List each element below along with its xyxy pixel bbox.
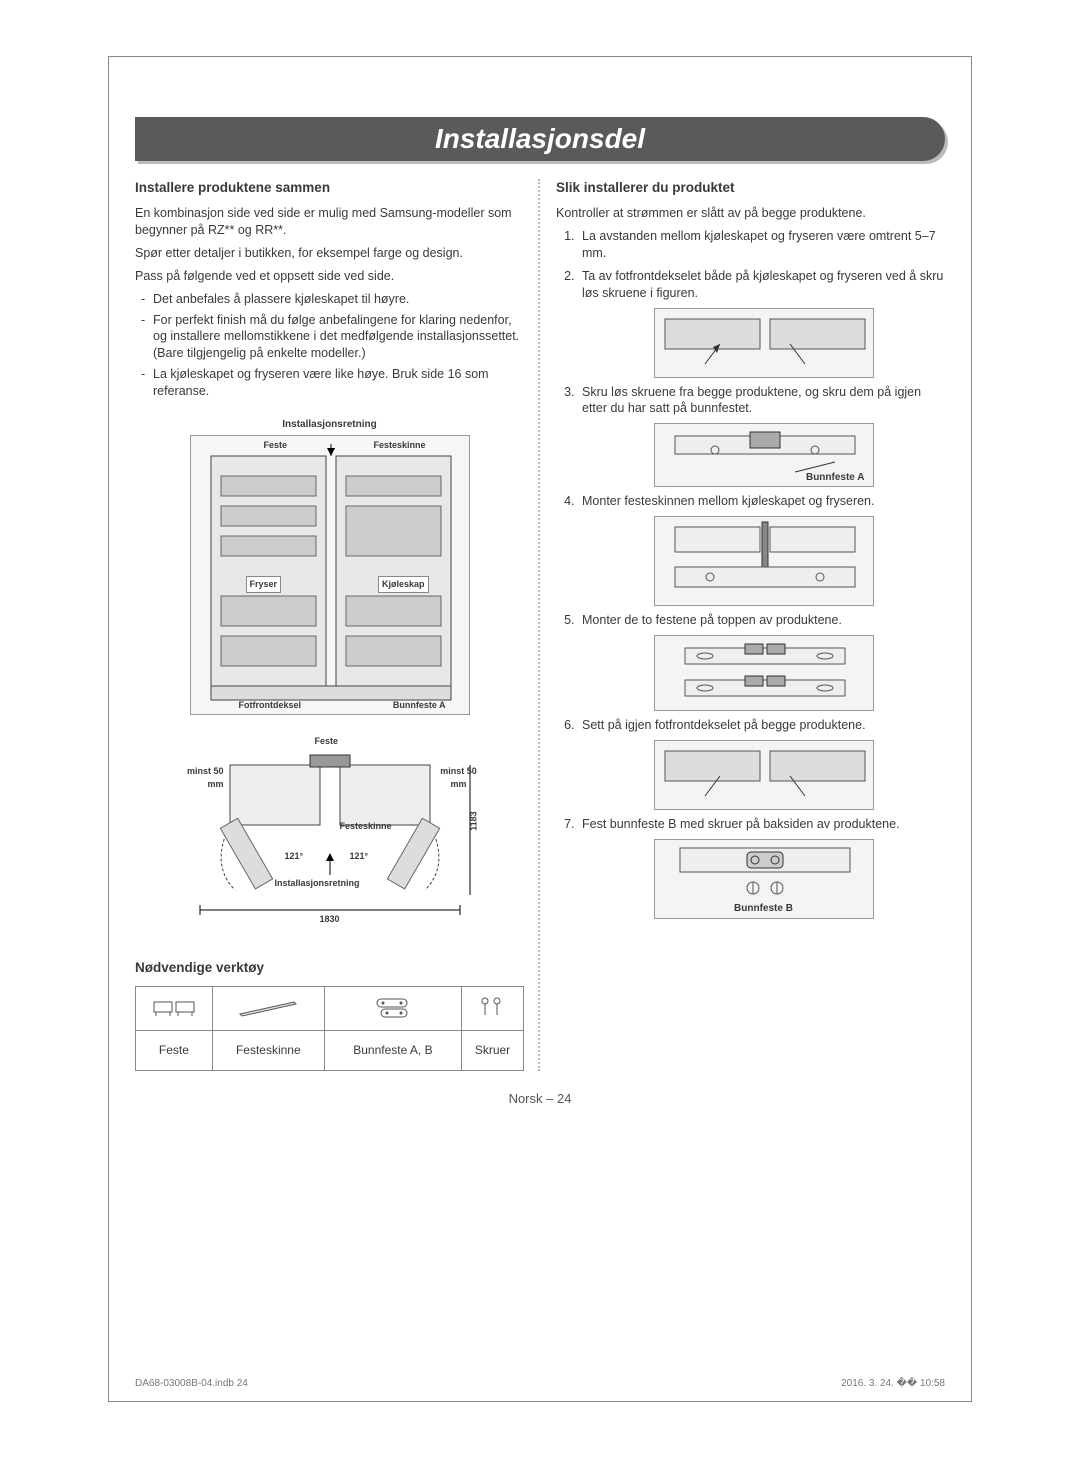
lbl-fryser: Fryser	[246, 576, 282, 592]
diag1-top-label: Installasjonsretning	[180, 418, 480, 432]
left-para-3: Pass på følgende ved et oppsett side ved…	[135, 268, 524, 285]
lbl-width: 1830	[320, 913, 340, 925]
diagram-install-direction: Installasjonsretning Feste Festeskinne	[135, 418, 524, 936]
step-6: Sett på igjen fotfrontdekselet på begge …	[578, 717, 945, 810]
right-heading-1: Slik installerer du produktet	[556, 179, 945, 197]
lbl-min-right: minst 50 mm	[438, 765, 480, 789]
fridge-svg	[191, 436, 471, 716]
step-1: La avstanden mellom kjøleskapet og fryse…	[578, 228, 945, 262]
step3-caption: Bunnfeste A	[806, 471, 865, 485]
right-column: Slik installerer du produktet Kontroller…	[556, 179, 945, 1071]
tool-label-3: Bunnfeste A, B	[324, 1030, 461, 1070]
step-4: Monter festeskinnen mellom kjøleskapet o…	[578, 493, 945, 606]
step7-caption: Bunnfeste B	[655, 902, 873, 916]
right-para-1: Kontroller at strømmen er slått av på be…	[556, 205, 945, 222]
lbl-bunnfesteA: Bunnfeste A	[390, 698, 449, 712]
step6-diagram	[654, 740, 874, 810]
tool-icon-festeskinne	[212, 986, 324, 1030]
step2-diagram	[654, 308, 874, 378]
print-footer-right: 2016. 3. 24. �� 10:58	[841, 1378, 945, 1389]
lbl-festeskinne: Festeskinne	[370, 438, 428, 452]
tools-icon-row	[136, 986, 524, 1030]
fridge-freezer-diagram: Feste Festeskinne	[190, 435, 470, 715]
step-3-text: Skru løs skruene fra begge produktene, o…	[582, 385, 921, 416]
step3-diagram: Bunnfeste A	[654, 423, 874, 487]
step-6-text: Sett på igjen fotfrontdekselet på begge …	[582, 718, 866, 732]
step-2-text: Ta av fotfrontdekselet både på kjøleskap…	[582, 269, 943, 300]
topview-svg	[180, 725, 480, 925]
page-frame: Installasjonsdel Installere produktene s…	[108, 56, 972, 1402]
lbl-festeskinne2: Festeskinne	[340, 820, 392, 832]
lbl-feste: Feste	[261, 438, 291, 452]
bullet-3: La kjøleskapet og fryseren være like høy…	[135, 366, 524, 400]
bullet-1: Det anbefales å plassere kjøleskapet til…	[135, 291, 524, 308]
step-7-text: Fest bunnfeste B med skruer på baksiden …	[582, 817, 900, 831]
print-footer-left: DA68-03008B-04.indb 24	[135, 1378, 248, 1389]
left-heading-2: Nødvendige verktøy	[135, 959, 524, 977]
left-para-1: En kombinasjon side ved side er mulig me…	[135, 205, 524, 239]
tool-icon-bunnfeste	[324, 986, 461, 1030]
bullet-2: For perfekt finish må du følge anbefalin…	[135, 312, 524, 363]
left-para-2: Spør etter detaljer i butikken, for ekse…	[135, 245, 524, 262]
lbl-fotfront: Fotfrontdeksel	[236, 698, 305, 712]
left-heading-1: Installere produktene sammen	[135, 179, 524, 197]
print-footer: DA68-03008B-04.indb 24 2016. 3. 24. �� 1…	[135, 1378, 945, 1389]
step5-diagram	[654, 635, 874, 711]
step-4-text: Monter festeskinnen mellom kjøleskapet o…	[582, 494, 875, 508]
steps-list: La avstanden mellom kjøleskapet og fryse…	[556, 228, 945, 919]
tool-label-1: Feste	[136, 1030, 213, 1070]
step-5-text: Monter de to festene på toppen av produk…	[582, 613, 842, 627]
tools-table: Feste Festeskinne Bunnfeste A, B Skruer	[135, 986, 524, 1071]
section-title-bar: Installasjonsdel	[135, 117, 945, 161]
page-number: Norsk – 24	[109, 1091, 971, 1106]
two-column-layout: Installere produktene sammen En kombinas…	[109, 161, 971, 1071]
left-bullet-list: Det anbefales å plassere kjøleskapet til…	[135, 291, 524, 400]
tools-label-row: Feste Festeskinne Bunnfeste A, B Skruer	[136, 1030, 524, 1070]
topview-diagram: Feste minst 50 mm minst 50 mm Festeskinn…	[180, 725, 480, 925]
lbl-angle-r: 121°	[350, 850, 369, 862]
lbl-feste2: Feste	[315, 735, 339, 747]
lbl-angle-l: 121°	[285, 850, 304, 862]
section-title: Installasjonsdel	[435, 123, 645, 155]
tool-icon-feste	[136, 986, 213, 1030]
tool-icon-skruer	[461, 986, 523, 1030]
step-2: Ta av fotfrontdekselet både på kjøleskap…	[578, 268, 945, 378]
step7-diagram: Bunnfeste B	[654, 839, 874, 919]
step-5: Monter de to festene på toppen av produk…	[578, 612, 945, 711]
step-3: Skru løs skruene fra begge produktene, o…	[578, 384, 945, 488]
step4-diagram	[654, 516, 874, 606]
lbl-kjoleskap: Kjøleskap	[378, 576, 429, 592]
step-7: Fest bunnfeste B med skruer på baksiden …	[578, 816, 945, 919]
tool-label-2: Festeskinne	[212, 1030, 324, 1070]
tool-label-4: Skruer	[461, 1030, 523, 1070]
lbl-height: 1183	[468, 812, 480, 832]
left-column: Installere produktene sammen En kombinas…	[135, 179, 540, 1071]
lbl-min-left: minst 50 mm	[182, 765, 224, 789]
lbl-dir: Installasjonsretning	[275, 877, 360, 889]
